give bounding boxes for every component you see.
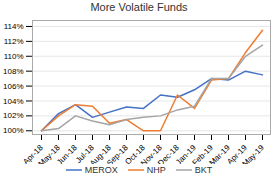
svg-text:114%: 114% — [4, 22, 24, 31]
html-text:More Volatile Funds: More Volatile Funds — [90, 1, 188, 13]
svg-text:108%: 108% — [3, 67, 23, 76]
svg-text:104%: 104% — [3, 97, 23, 106]
svg-text:112%: 112% — [4, 37, 24, 46]
html-text:BKT: BKT — [194, 165, 213, 175]
svg-text:106%: 106% — [3, 82, 23, 91]
svg-text:110%: 110% — [4, 52, 24, 61]
html-text:MEROX: MEROX — [84, 165, 118, 175]
html-text:NHP: NHP — [146, 165, 166, 175]
svg-text:102%: 102% — [3, 111, 23, 120]
svg-text:100%: 100% — [3, 126, 23, 135]
svg-text:May-19: May-19 — [240, 143, 266, 164]
